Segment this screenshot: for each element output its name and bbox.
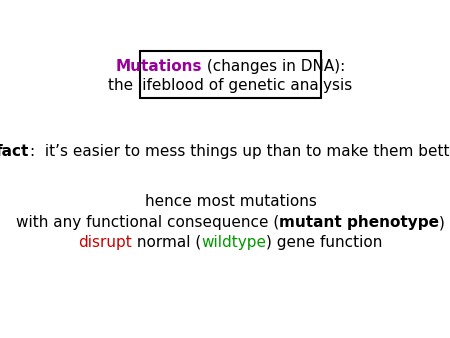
Text: wildtype: wildtype (202, 235, 266, 250)
Text: fact: fact (0, 144, 30, 159)
Text: hence most mutations: hence most mutations (145, 194, 316, 210)
Text: ): ) (439, 215, 445, 230)
Text: mutant phenotype: mutant phenotype (279, 215, 439, 230)
Text: Mutations: Mutations (116, 58, 202, 74)
Text: :  it’s easier to mess things up than to make them better: : it’s easier to mess things up than to … (30, 144, 450, 159)
Text: ) gene function: ) gene function (266, 235, 383, 250)
Text: the lifeblood of genetic analysis: the lifeblood of genetic analysis (108, 78, 353, 93)
FancyBboxPatch shape (140, 51, 321, 98)
Text: disrupt: disrupt (78, 235, 132, 250)
Text: normal (: normal ( (132, 235, 202, 250)
Text: with any functional consequence (: with any functional consequence ( (16, 215, 279, 230)
Text: (changes in DNA):: (changes in DNA): (202, 58, 346, 74)
